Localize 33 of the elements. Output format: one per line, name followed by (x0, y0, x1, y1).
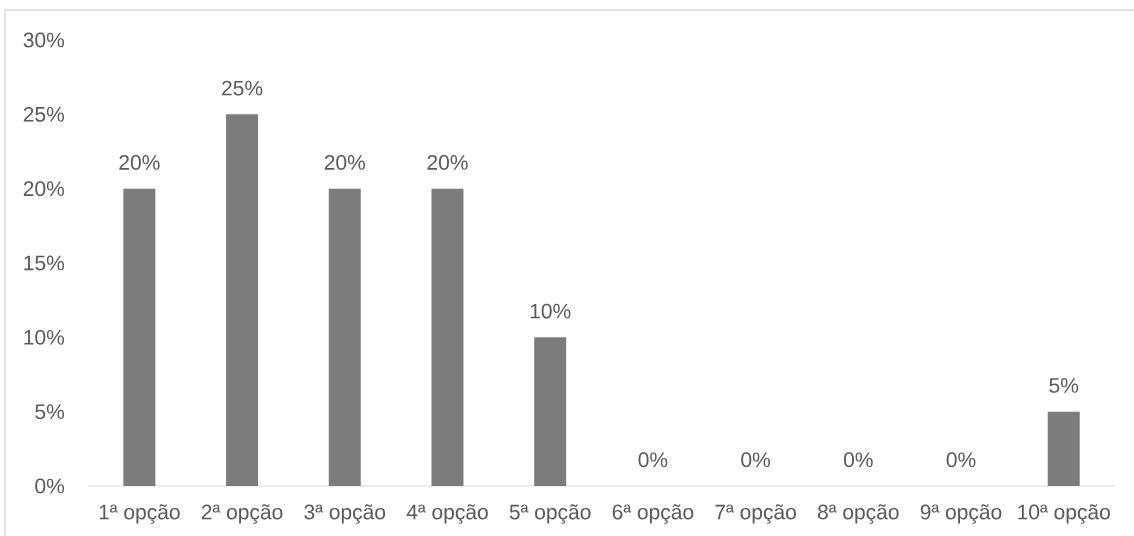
x-tick-label: 8ª opção (817, 504, 899, 524)
bar (1047, 411, 1080, 486)
bar (328, 188, 361, 486)
data-label: 20% (427, 155, 468, 170)
bar (226, 114, 259, 486)
y-tick-label: 0% (35, 478, 65, 494)
x-tick-label: 9ª opção (920, 504, 1002, 524)
x-tick-label: 2ª opção (201, 504, 283, 524)
y-tick-label: 15% (24, 255, 65, 271)
bar (534, 337, 567, 486)
data-label: 20% (119, 155, 160, 170)
x-tick-label: 4ª opção (406, 504, 488, 524)
data-label: 0% (843, 452, 873, 468)
x-tick-label: 1ª opção (99, 504, 180, 524)
y-tick-label: 30% (23, 32, 65, 48)
bar (431, 188, 464, 486)
y-tick-label: 5% (35, 404, 65, 420)
x-tick-label: 6ª opção (612, 504, 694, 524)
x-tick-label: 7ª opção (715, 504, 796, 524)
x-tick-label: 5ª opção (509, 504, 591, 524)
data-label: 5% (1049, 378, 1079, 393)
data-label: 0% (741, 452, 771, 468)
y-tick-label: 10% (24, 329, 65, 345)
data-label: 25% (222, 80, 263, 96)
y-tick-label: 20% (23, 181, 65, 197)
data-label: 10% (530, 303, 571, 319)
x-tick-label: 3ª opção (304, 504, 386, 524)
bar (123, 188, 156, 486)
data-label: 0% (946, 452, 976, 468)
data-label: 0% (638, 452, 668, 468)
data-label: 20% (324, 155, 366, 170)
y-tick-label: 25% (23, 106, 65, 122)
x-tick-label: 10ª opção (1018, 504, 1110, 524)
